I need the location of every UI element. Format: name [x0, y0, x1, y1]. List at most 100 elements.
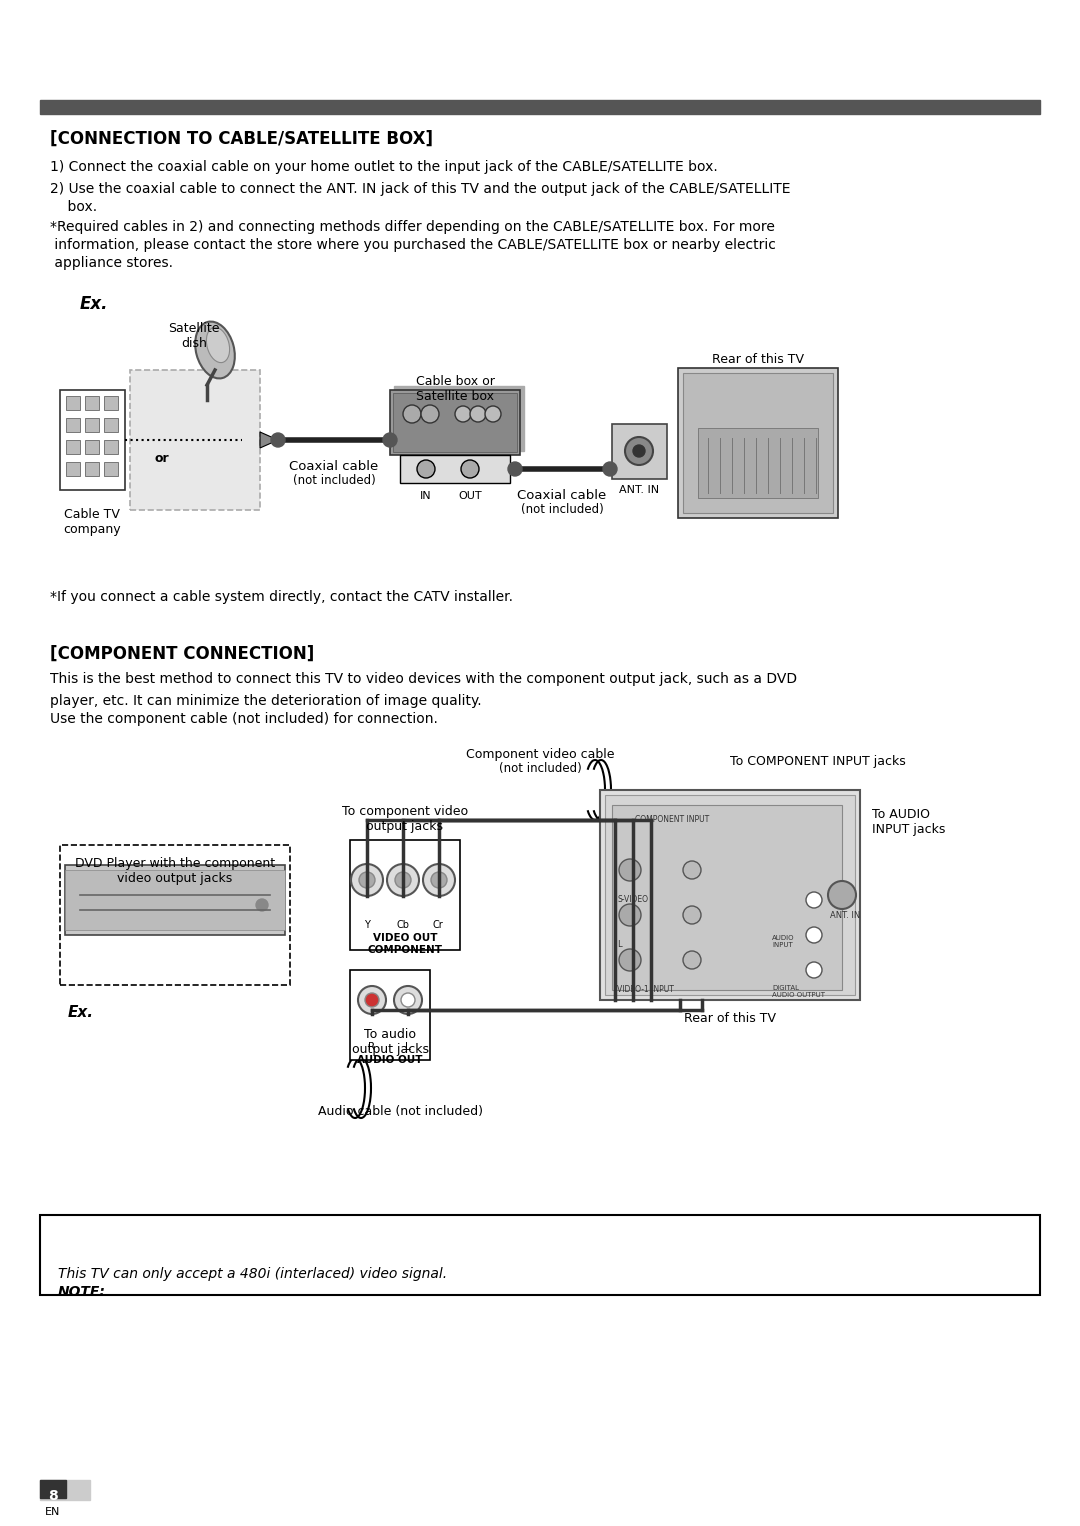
Bar	[612, 806, 842, 990]
Circle shape	[508, 462, 522, 476]
Bar	[145, 449, 180, 468]
Text: This TV can only accept a 480i (interlaced) video signal.: This TV can only accept a 480i (interlac…	[58, 1267, 447, 1280]
Text: player, etc. It can minimize the deterioration of image quality.: player, etc. It can minimize the deterio…	[50, 694, 482, 708]
Circle shape	[403, 404, 421, 423]
Text: Use the component cable (not included) for connection.: Use the component cable (not included) f…	[50, 713, 437, 726]
Text: To AUDIO
INPUT jacks: To AUDIO INPUT jacks	[872, 807, 945, 836]
Bar	[60, 391, 125, 490]
Bar	[66, 397, 80, 410]
Bar	[393, 394, 517, 452]
Circle shape	[357, 986, 386, 1013]
Text: This is the best method to connect this TV to video devices with the component o: This is the best method to connect this …	[50, 671, 797, 687]
Text: (not included): (not included)	[499, 761, 581, 775]
Bar	[104, 397, 118, 410]
Text: (not included): (not included)	[293, 475, 376, 487]
Bar	[683, 372, 833, 513]
Circle shape	[455, 406, 471, 423]
Bar	[85, 418, 99, 432]
Bar	[698, 427, 818, 497]
Circle shape	[387, 864, 419, 896]
Bar	[40, 1215, 1040, 1296]
Text: AUDIO
INPUT: AUDIO INPUT	[772, 935, 795, 948]
Circle shape	[394, 986, 422, 1013]
Circle shape	[485, 406, 501, 423]
Bar	[400, 455, 510, 484]
Bar	[65, 865, 285, 935]
Text: L: L	[617, 940, 622, 949]
Bar	[612, 424, 667, 479]
Bar	[40, 101, 1040, 114]
Circle shape	[806, 926, 822, 943]
Text: Cable box or
Satellite box: Cable box or Satellite box	[416, 375, 495, 403]
Text: ANT. IN: ANT. IN	[619, 485, 659, 494]
Text: Component video cable: Component video cable	[465, 748, 615, 761]
Circle shape	[619, 859, 642, 881]
Text: AUDIO OUT: AUDIO OUT	[357, 1054, 422, 1065]
Text: To audio
output jacks: To audio output jacks	[351, 1029, 429, 1056]
Circle shape	[351, 864, 383, 896]
Text: COMPONENT INPUT: COMPONENT INPUT	[635, 815, 710, 824]
Bar	[65, 870, 285, 929]
Text: NOTE:: NOTE:	[58, 1285, 106, 1299]
Circle shape	[806, 961, 822, 978]
Text: Ex.: Ex.	[68, 1006, 94, 1019]
Text: DVD Player with the component
video output jacks: DVD Player with the component video outp…	[75, 858, 275, 885]
Circle shape	[395, 871, 411, 888]
Text: Y: Y	[364, 920, 370, 929]
Circle shape	[619, 949, 642, 971]
Bar	[40, 1480, 90, 1500]
Bar	[350, 839, 460, 951]
Text: Satellite
dish: Satellite dish	[168, 322, 219, 349]
Text: COMPONENT: COMPONENT	[367, 945, 443, 955]
Text: Rear of this TV: Rear of this TV	[684, 1012, 777, 1025]
Ellipse shape	[195, 322, 234, 378]
Circle shape	[417, 459, 435, 478]
Text: VIDEO-1 INPUT: VIDEO-1 INPUT	[617, 984, 674, 993]
Bar	[104, 439, 118, 455]
Bar	[60, 845, 291, 984]
Text: IN: IN	[420, 491, 432, 501]
Bar	[40, 1480, 66, 1499]
Bar	[130, 369, 260, 510]
Circle shape	[431, 871, 447, 888]
Bar	[350, 971, 430, 1061]
Text: VIDEO OUT: VIDEO OUT	[373, 932, 437, 943]
Circle shape	[683, 861, 701, 879]
Text: ANT. IN: ANT. IN	[829, 911, 860, 920]
Text: information, please contact the store where you purchased the CABLE/SATELLITE bo: information, please contact the store wh…	[50, 238, 775, 252]
Bar	[600, 790, 860, 1000]
Bar	[104, 418, 118, 432]
Text: Audio cable (not included): Audio cable (not included)	[318, 1105, 483, 1119]
Text: box.: box.	[50, 200, 97, 214]
Circle shape	[461, 459, 480, 478]
Text: *Required cables in 2) and connecting methods differ depending on the CABLE/SATE: *Required cables in 2) and connecting me…	[50, 220, 774, 233]
Text: S-VIDEO: S-VIDEO	[617, 896, 648, 903]
Bar	[390, 391, 519, 455]
Circle shape	[421, 404, 438, 423]
Circle shape	[683, 951, 701, 969]
Text: 2) Use the coaxial cable to connect the ANT. IN jack of this TV and the output j: 2) Use the coaxial cable to connect the …	[50, 182, 791, 195]
Bar	[66, 439, 80, 455]
Text: Cr: Cr	[433, 920, 444, 929]
Circle shape	[625, 436, 653, 465]
Text: DIGITAL
AUDIO OUTPUT: DIGITAL AUDIO OUTPUT	[772, 984, 825, 998]
Circle shape	[619, 903, 642, 926]
Bar	[66, 418, 80, 432]
Circle shape	[383, 433, 397, 447]
Text: Cable TV
company: Cable TV company	[64, 508, 121, 536]
Text: OUT: OUT	[458, 491, 482, 501]
Circle shape	[271, 433, 285, 447]
Text: Coaxial cable: Coaxial cable	[289, 459, 379, 473]
Bar	[85, 439, 99, 455]
Circle shape	[683, 906, 701, 925]
Bar	[394, 386, 524, 452]
Circle shape	[470, 406, 486, 423]
Circle shape	[828, 881, 856, 909]
Polygon shape	[260, 432, 278, 449]
Text: To COMPONENT INPUT jacks: To COMPONENT INPUT jacks	[730, 755, 906, 768]
Bar	[66, 462, 80, 476]
Circle shape	[365, 993, 379, 1007]
Circle shape	[359, 871, 375, 888]
Text: [CONNECTION TO CABLE/SATELLITE BOX]: [CONNECTION TO CABLE/SATELLITE BOX]	[50, 130, 433, 148]
Text: Cb: Cb	[396, 920, 409, 929]
